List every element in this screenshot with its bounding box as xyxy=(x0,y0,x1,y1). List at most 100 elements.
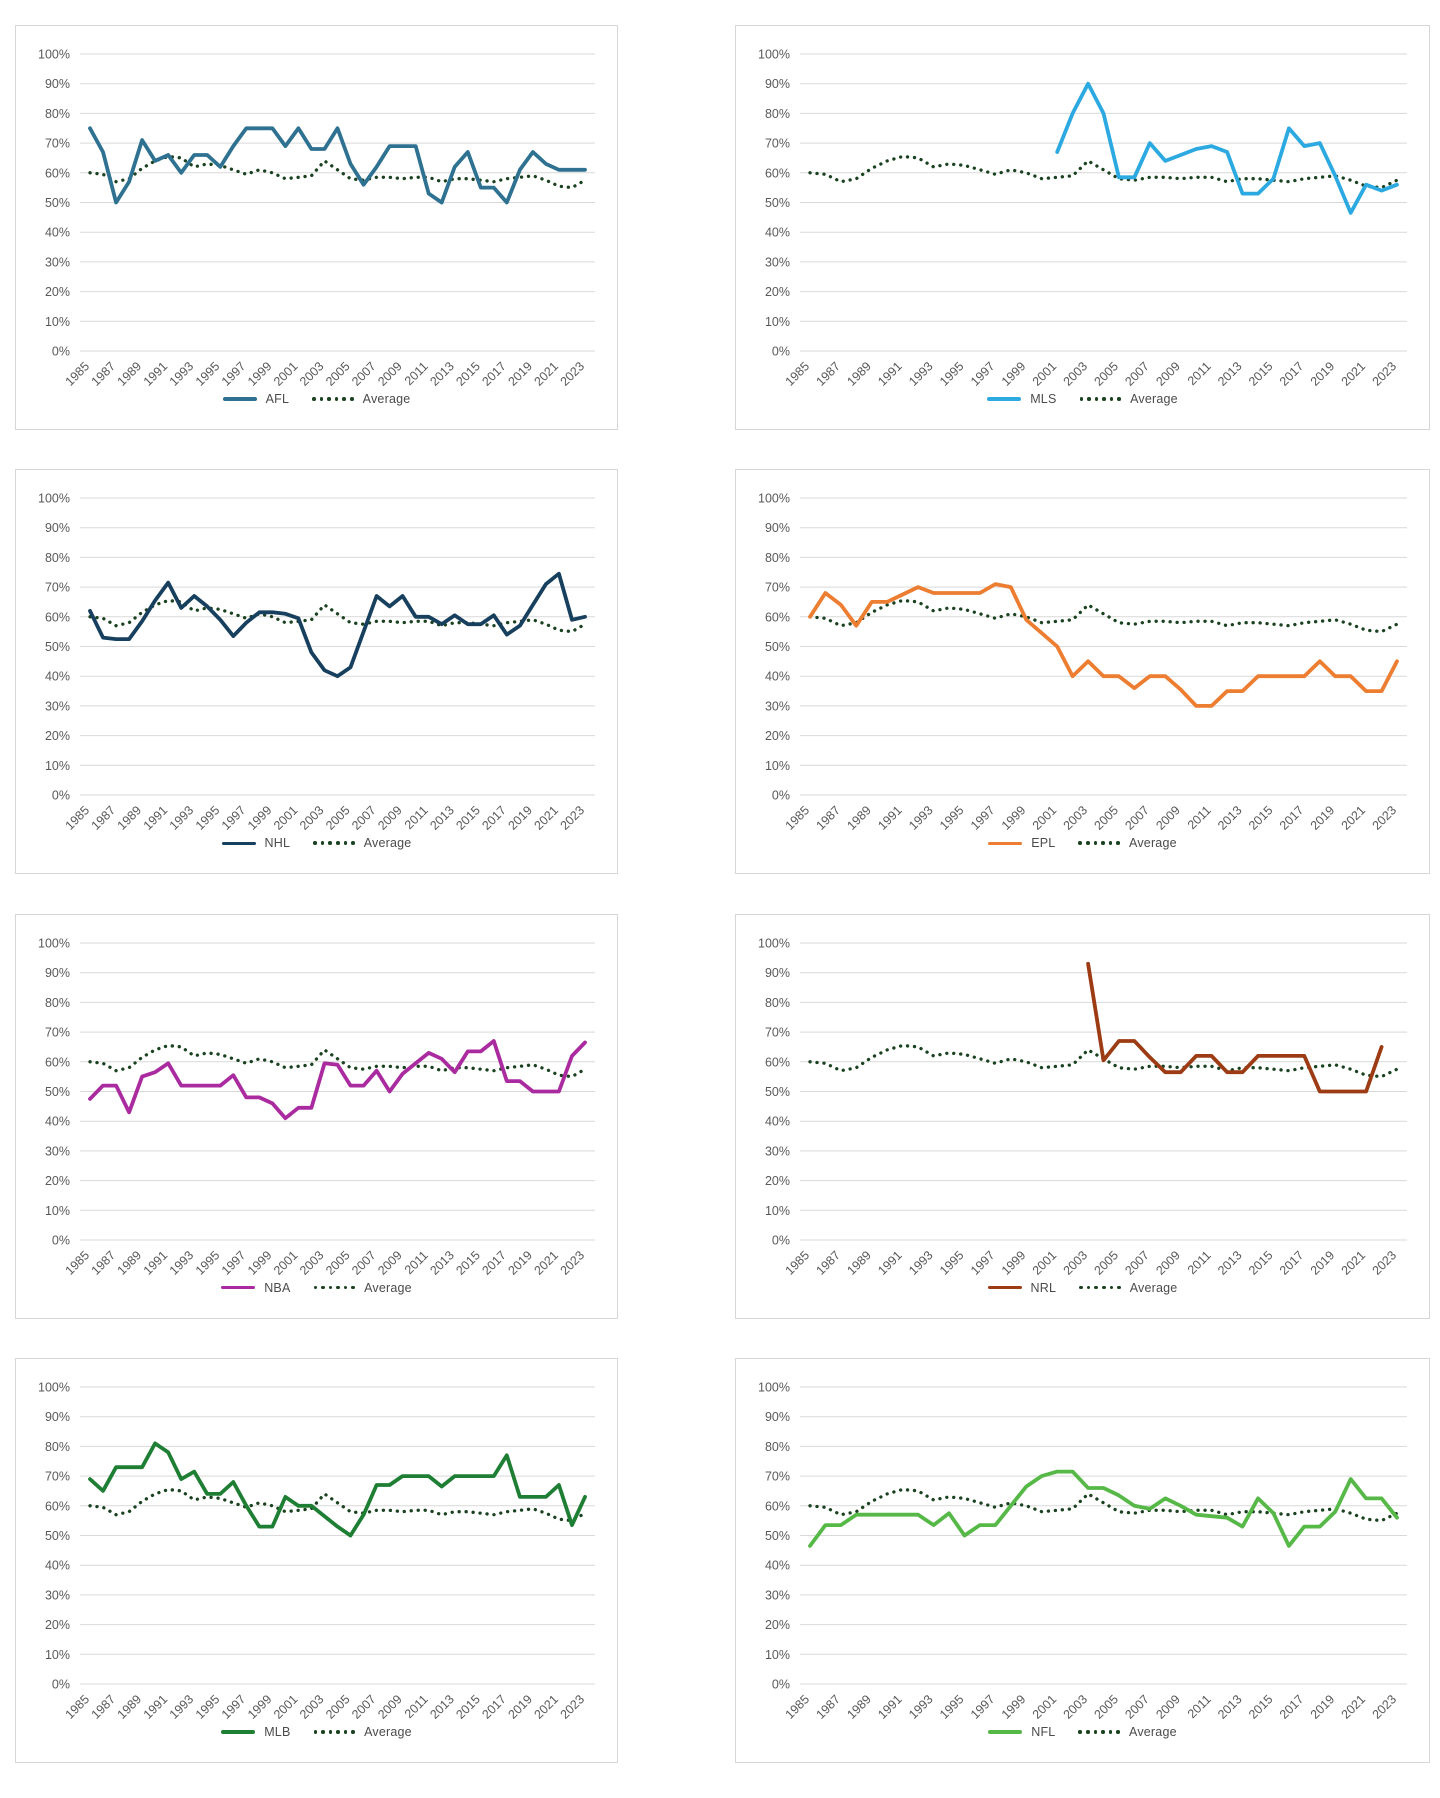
average-legend-label: Average xyxy=(364,1724,412,1739)
svg-text:2017: 2017 xyxy=(1277,359,1307,388)
afl-legend-label: AFL xyxy=(265,392,290,406)
svg-text:1991: 1991 xyxy=(875,359,905,388)
average-legend-label: Average xyxy=(364,1280,412,1295)
svg-text:10%: 10% xyxy=(45,1203,70,1217)
svg-text:20%: 20% xyxy=(45,1618,70,1632)
svg-text:2023: 2023 xyxy=(1370,1248,1400,1277)
svg-text:2013: 2013 xyxy=(427,803,457,832)
svg-text:2017: 2017 xyxy=(1277,1248,1307,1277)
svg-text:2017: 2017 xyxy=(479,359,509,388)
svg-text:2007: 2007 xyxy=(349,1692,379,1721)
chart-card-nba: 0% 10% 20% 30% 40% 50% 60% 70% 80% 90% 100% 1985 198… xyxy=(15,913,618,1319)
nba-line-swatch xyxy=(221,1285,256,1290)
svg-text:2007: 2007 xyxy=(349,803,379,832)
svg-text:40%: 40% xyxy=(45,226,70,240)
svg-text:1999: 1999 xyxy=(245,1692,275,1721)
nhl-plot: 0%10%20%30%40%50%60%70%80%90%100%1985198… xyxy=(38,492,595,832)
svg-text:70%: 70% xyxy=(45,137,70,151)
svg-text:10%: 10% xyxy=(765,315,790,329)
svg-text:1993: 1993 xyxy=(906,1248,936,1277)
svg-text:1985: 1985 xyxy=(783,803,813,832)
svg-text:20%: 20% xyxy=(45,1174,70,1188)
svg-text:1995: 1995 xyxy=(937,1248,967,1277)
svg-text:2007: 2007 xyxy=(349,1248,379,1277)
average-legend-label: Average xyxy=(1130,392,1178,406)
nba-plot: 0%10%20%30%40%50%60%70%80%90%100%1985198… xyxy=(38,936,595,1277)
svg-text:2019: 2019 xyxy=(1308,1692,1338,1721)
afl-legend: AFL Average xyxy=(22,392,611,406)
svg-text:2009: 2009 xyxy=(1153,1248,1183,1277)
average-legend-label: Average xyxy=(363,836,412,851)
average-legend-label: Average xyxy=(362,392,411,406)
svg-text:2023: 2023 xyxy=(558,359,588,388)
svg-text:2013: 2013 xyxy=(1215,1248,1245,1277)
average-dots-swatch xyxy=(313,1285,356,1290)
svg-text:1991: 1991 xyxy=(141,803,171,832)
svg-text:1995: 1995 xyxy=(937,1692,967,1721)
svg-text:40%: 40% xyxy=(45,1114,70,1128)
svg-text:50%: 50% xyxy=(45,640,70,654)
svg-text:30%: 30% xyxy=(765,255,790,269)
svg-text:1987: 1987 xyxy=(813,803,843,832)
svg-text:2009: 2009 xyxy=(375,1692,405,1721)
svg-text:50%: 50% xyxy=(45,1085,70,1099)
svg-text:2013: 2013 xyxy=(1215,359,1245,388)
svg-text:1993: 1993 xyxy=(906,803,936,832)
svg-text:60%: 60% xyxy=(45,1499,70,1513)
svg-text:1995: 1995 xyxy=(937,359,967,388)
chart-card-nrl: 0% 10% 20% 30% 40% 50% 60% 70% 80% 90% 100% 1985 198… xyxy=(735,913,1430,1319)
svg-text:2023: 2023 xyxy=(1370,803,1400,832)
svg-text:2023: 2023 xyxy=(558,1248,588,1277)
svg-text:40%: 40% xyxy=(45,1558,70,1572)
svg-text:2007: 2007 xyxy=(1122,803,1152,832)
svg-text:2003: 2003 xyxy=(1061,1692,1091,1721)
svg-text:1997: 1997 xyxy=(219,359,249,388)
svg-text:2015: 2015 xyxy=(1246,803,1276,832)
svg-text:60%: 60% xyxy=(45,611,70,625)
svg-text:20%: 20% xyxy=(45,285,70,299)
afl-line-swatch xyxy=(222,397,257,401)
svg-text:2005: 2005 xyxy=(323,803,353,832)
svg-text:1985: 1985 xyxy=(63,359,93,388)
svg-text:1987: 1987 xyxy=(813,1248,843,1277)
nhl-legend: NHL Average xyxy=(22,836,611,850)
svg-text:2007: 2007 xyxy=(349,359,379,388)
svg-text:2013: 2013 xyxy=(427,1248,457,1277)
svg-text:2021: 2021 xyxy=(532,1248,562,1277)
nrl-legend-label: NRL xyxy=(1030,1280,1057,1295)
svg-text:2003: 2003 xyxy=(1061,1248,1091,1277)
svg-text:100%: 100% xyxy=(38,936,70,950)
svg-text:100%: 100% xyxy=(758,936,790,950)
svg-text:90%: 90% xyxy=(45,77,70,91)
svg-text:1997: 1997 xyxy=(219,803,249,832)
svg-text:40%: 40% xyxy=(765,1558,790,1572)
nba-legend-label: NBA xyxy=(264,1280,291,1295)
svg-text:1989: 1989 xyxy=(844,359,874,388)
svg-text:2019: 2019 xyxy=(1308,359,1338,388)
svg-text:50%: 50% xyxy=(765,1085,790,1099)
svg-text:100%: 100% xyxy=(758,1380,790,1394)
svg-text:2005: 2005 xyxy=(1092,1692,1122,1721)
svg-text:1999: 1999 xyxy=(999,1692,1029,1721)
svg-text:2001: 2001 xyxy=(1030,1692,1060,1721)
svg-text:2019: 2019 xyxy=(505,1248,535,1277)
svg-text:2011: 2011 xyxy=(402,1692,431,1721)
svg-text:2001: 2001 xyxy=(1030,1248,1060,1277)
nhl-legend-label: NHL xyxy=(264,836,291,851)
svg-text:0%: 0% xyxy=(772,1233,790,1247)
svg-text:2005: 2005 xyxy=(323,359,353,388)
mlb-legend: MLB Average xyxy=(22,1725,611,1739)
svg-text:1989: 1989 xyxy=(844,1692,874,1721)
svg-text:60%: 60% xyxy=(45,1055,70,1069)
svg-text:2001: 2001 xyxy=(1030,359,1060,388)
mls-legend: MLS Average xyxy=(742,392,1423,406)
svg-text:1985: 1985 xyxy=(783,1248,813,1277)
svg-text:2005: 2005 xyxy=(1092,1248,1122,1277)
svg-text:50%: 50% xyxy=(45,1529,70,1543)
chart-card-mls: 0% 10% 20% 30% 40% 50% 60% 70% 80% 90% 100% 1985 198… xyxy=(735,25,1430,430)
svg-text:1991: 1991 xyxy=(875,1248,905,1277)
svg-text:30%: 30% xyxy=(765,700,790,714)
average-dots-swatch xyxy=(1078,841,1121,846)
svg-text:1995: 1995 xyxy=(193,359,223,388)
svg-text:2001: 2001 xyxy=(271,803,301,832)
